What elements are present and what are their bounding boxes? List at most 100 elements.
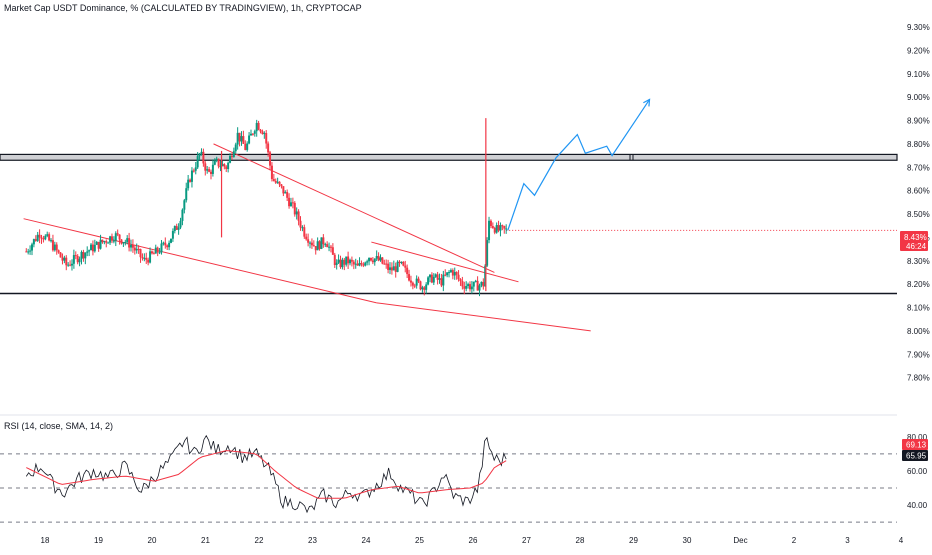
candle-body bbox=[143, 257, 146, 259]
candle-body bbox=[93, 244, 96, 252]
candle-body bbox=[67, 264, 70, 266]
candle-body bbox=[230, 155, 233, 158]
candle-body bbox=[438, 278, 441, 280]
chart-title: Market Cap USDT Dominance, % (CALCULATED… bbox=[4, 3, 362, 13]
candle-body bbox=[333, 254, 336, 266]
candle-body bbox=[40, 237, 43, 239]
x-tick-label: 4 bbox=[899, 536, 904, 545]
price-tick-label: 9.20% bbox=[907, 46, 930, 55]
candle-body bbox=[171, 231, 174, 239]
candle-body bbox=[158, 252, 161, 254]
candle-body bbox=[419, 281, 422, 290]
trendline bbox=[213, 143, 495, 273]
candle-body bbox=[44, 235, 47, 240]
candle-body bbox=[495, 225, 498, 233]
price-tick-label: 8.90% bbox=[907, 117, 930, 126]
candle-body bbox=[379, 257, 382, 261]
candle-countdown: 46:24 bbox=[906, 242, 927, 251]
candle-body bbox=[453, 272, 456, 276]
candle-body bbox=[36, 234, 39, 241]
candle-body bbox=[219, 166, 222, 168]
trendline bbox=[371, 241, 519, 283]
candle-body bbox=[198, 153, 201, 157]
candle-body bbox=[156, 247, 159, 253]
candle-body bbox=[42, 238, 45, 240]
candle-body bbox=[299, 220, 302, 228]
candle-body bbox=[61, 257, 64, 261]
candle-body bbox=[168, 242, 171, 248]
candle-body bbox=[446, 272, 449, 276]
candle-body bbox=[179, 220, 182, 228]
candle-body bbox=[486, 240, 489, 266]
candle-body bbox=[314, 246, 317, 251]
candle-body bbox=[154, 247, 157, 254]
candle-body bbox=[356, 263, 359, 266]
candle-body bbox=[107, 242, 110, 244]
candle-body bbox=[474, 280, 477, 282]
candle-body bbox=[267, 143, 270, 153]
candle-body bbox=[215, 158, 218, 161]
x-tick-label: Dec bbox=[733, 536, 747, 545]
candle-body bbox=[328, 246, 331, 248]
price-tick-label: 8.70% bbox=[907, 163, 930, 172]
candle-body bbox=[307, 239, 310, 243]
candle-body bbox=[465, 285, 468, 289]
candle-body bbox=[181, 209, 184, 221]
candle-body bbox=[339, 259, 342, 268]
candle-body bbox=[190, 170, 193, 182]
candle-body bbox=[185, 188, 188, 201]
candle-body bbox=[202, 151, 205, 164]
candle-body bbox=[145, 257, 148, 260]
candle-body bbox=[312, 245, 315, 247]
candle-body bbox=[398, 261, 401, 263]
candle-body bbox=[141, 257, 144, 259]
candle-body bbox=[310, 242, 313, 246]
candle-body bbox=[196, 156, 199, 168]
candle-body bbox=[65, 257, 68, 266]
candle-body bbox=[428, 274, 431, 278]
candle-body bbox=[55, 244, 58, 251]
candle-body bbox=[368, 257, 371, 262]
candle-body bbox=[491, 226, 494, 228]
candle-body bbox=[470, 286, 473, 290]
x-tick-label: 21 bbox=[201, 536, 210, 545]
x-tick-label: 2 bbox=[792, 536, 797, 545]
candle-body bbox=[126, 238, 129, 242]
candle-body bbox=[217, 158, 220, 167]
candle-body bbox=[301, 227, 304, 229]
candle-body bbox=[34, 239, 37, 241]
candle-body bbox=[455, 272, 458, 275]
price-tick-label: 8.80% bbox=[907, 140, 930, 149]
candle-body bbox=[160, 243, 163, 253]
rsi-value: 69.13 bbox=[906, 441, 927, 450]
candle-body bbox=[322, 237, 325, 245]
candle-body bbox=[118, 234, 121, 240]
projection-arrowhead bbox=[643, 98, 651, 107]
candle-body bbox=[221, 164, 224, 167]
candle-body bbox=[78, 258, 81, 263]
candle-body bbox=[225, 166, 228, 169]
candle-body bbox=[293, 202, 296, 215]
rsi-tick-label: 60.00 bbox=[907, 467, 928, 476]
candle-body bbox=[408, 274, 411, 281]
candle-body bbox=[436, 274, 439, 280]
candle-body bbox=[149, 251, 152, 263]
price-tick-label: 7.80% bbox=[907, 374, 930, 383]
candle-body bbox=[392, 266, 395, 271]
candle-body bbox=[442, 274, 445, 286]
candle-body bbox=[425, 284, 428, 290]
x-tick-label: 3 bbox=[845, 536, 850, 545]
candle-body bbox=[373, 258, 376, 263]
candle-body bbox=[63, 257, 66, 261]
resistance-zone-layer bbox=[0, 153, 898, 295]
x-tick-label: 24 bbox=[362, 536, 371, 545]
candle-body bbox=[499, 225, 502, 231]
candle-body bbox=[223, 164, 226, 167]
candle-body bbox=[381, 257, 384, 264]
trendline bbox=[23, 218, 377, 304]
candle-body bbox=[232, 151, 235, 158]
candle-body bbox=[103, 241, 106, 243]
candle-body bbox=[69, 264, 72, 266]
candle-body bbox=[46, 234, 49, 236]
